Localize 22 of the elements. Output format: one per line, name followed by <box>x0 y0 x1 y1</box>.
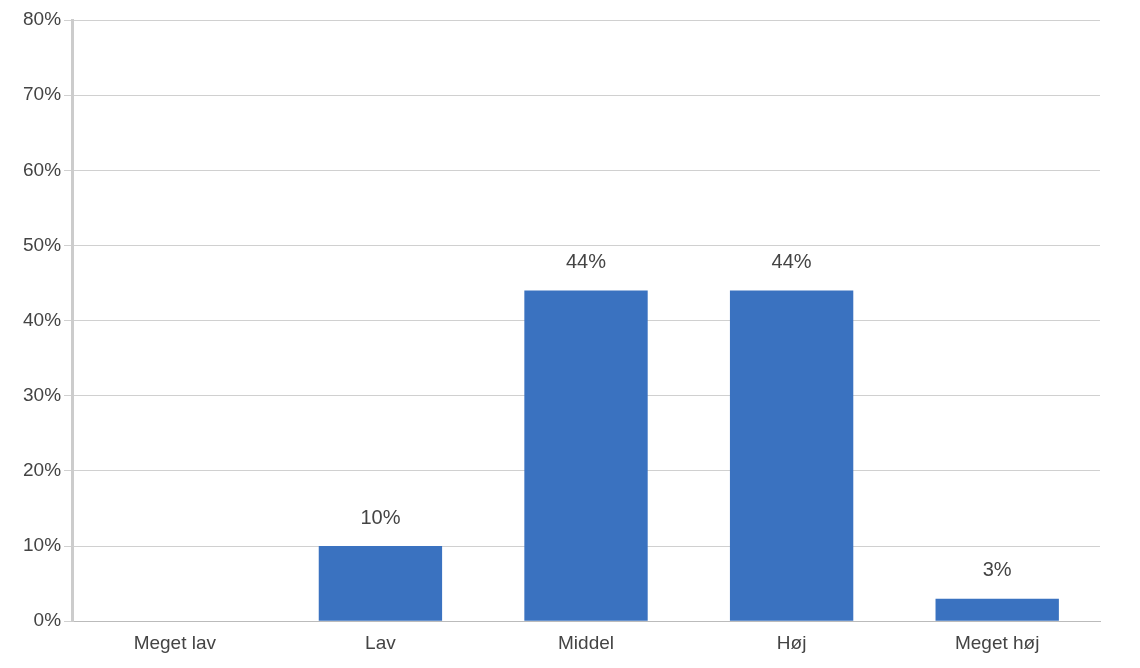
y-tick-label: 80% <box>23 8 62 30</box>
y-tick-label: 70% <box>23 83 62 105</box>
y-tick-label: 10% <box>23 534 62 556</box>
bar <box>318 546 443 621</box>
x-tick-label: Lav <box>365 631 397 653</box>
data-label: 44% <box>566 250 607 273</box>
x-tick-label: Meget høj <box>954 631 1040 653</box>
y-tick-label: 40% <box>23 308 62 330</box>
data-label: 10% <box>360 505 401 528</box>
data-label: 44% <box>771 250 812 273</box>
y-tick-label: 50% <box>23 233 62 255</box>
x-tick-label: Meget lav <box>133 631 217 653</box>
y-tick-label: 60% <box>23 158 62 180</box>
x-tick-label: Høj <box>776 631 807 653</box>
bar <box>524 290 648 621</box>
y-tick-label: 30% <box>23 383 62 405</box>
bar <box>729 290 854 621</box>
bar <box>935 598 1059 621</box>
y-tick-label: 20% <box>23 459 62 481</box>
y-tick-label: 0% <box>33 609 62 631</box>
data-label: 3% <box>982 558 1012 581</box>
x-tick-label: Middel <box>558 631 615 653</box>
